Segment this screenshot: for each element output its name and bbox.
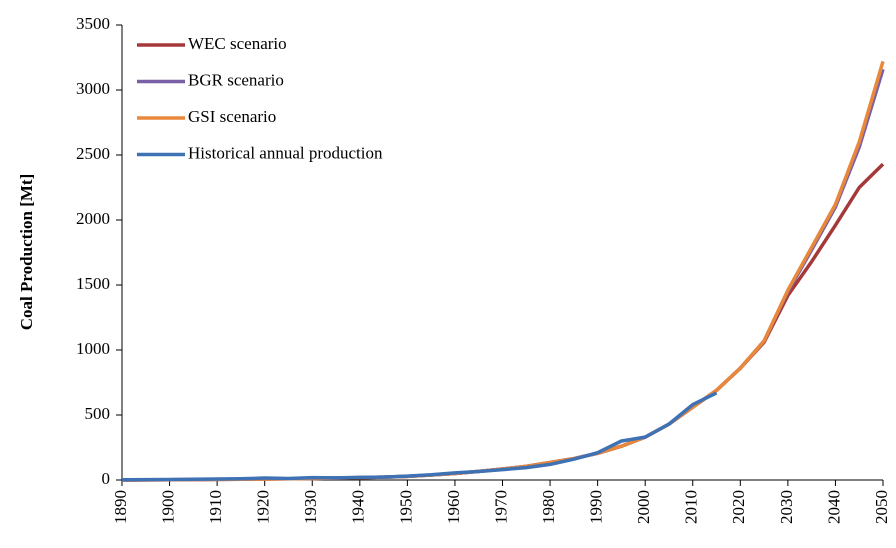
x-tick-label: 2030 [777, 490, 796, 524]
x-tick-label: 1930 [301, 490, 320, 524]
legend-label: WEC scenario [188, 34, 287, 53]
y-axis-label: Coal Production [Mt] [17, 174, 36, 330]
y-tick-label: 0 [102, 469, 111, 488]
y-tick-label: 1000 [76, 339, 110, 358]
x-tick-label: 1890 [111, 490, 130, 524]
x-tick-label: 1960 [444, 490, 463, 524]
x-tick-label: 2050 [872, 490, 891, 524]
y-tick-label: 3500 [76, 14, 110, 33]
x-tick-label: 2010 [682, 490, 701, 524]
x-tick-label: 1920 [254, 490, 273, 524]
y-tick-label: 2000 [76, 209, 110, 228]
legend-label: GSI scenario [188, 107, 276, 126]
x-tick-label: 1950 [396, 490, 415, 524]
x-tick-label: 1970 [491, 490, 510, 524]
series-line [121, 68, 885, 482]
y-tick-label: 3000 [76, 79, 110, 98]
x-tick-label: 2000 [634, 490, 653, 524]
legend-label: Historical annual production [188, 143, 383, 162]
y-tick-label: 1500 [76, 274, 110, 293]
x-tick-label: 1990 [587, 490, 606, 524]
x-tick-label: 1910 [206, 490, 225, 524]
series-line [121, 162, 885, 482]
y-tick-label: 500 [85, 404, 111, 423]
y-tick-label: 2500 [76, 144, 110, 163]
x-tick-label: 1940 [349, 490, 368, 524]
x-tick-label: 2020 [729, 490, 748, 524]
x-tick-label: 1900 [158, 490, 177, 524]
legend-label: BGR scenario [188, 70, 284, 89]
series-line [121, 391, 718, 482]
x-tick-label: 2040 [824, 490, 843, 524]
x-tick-label: 1980 [539, 490, 558, 524]
